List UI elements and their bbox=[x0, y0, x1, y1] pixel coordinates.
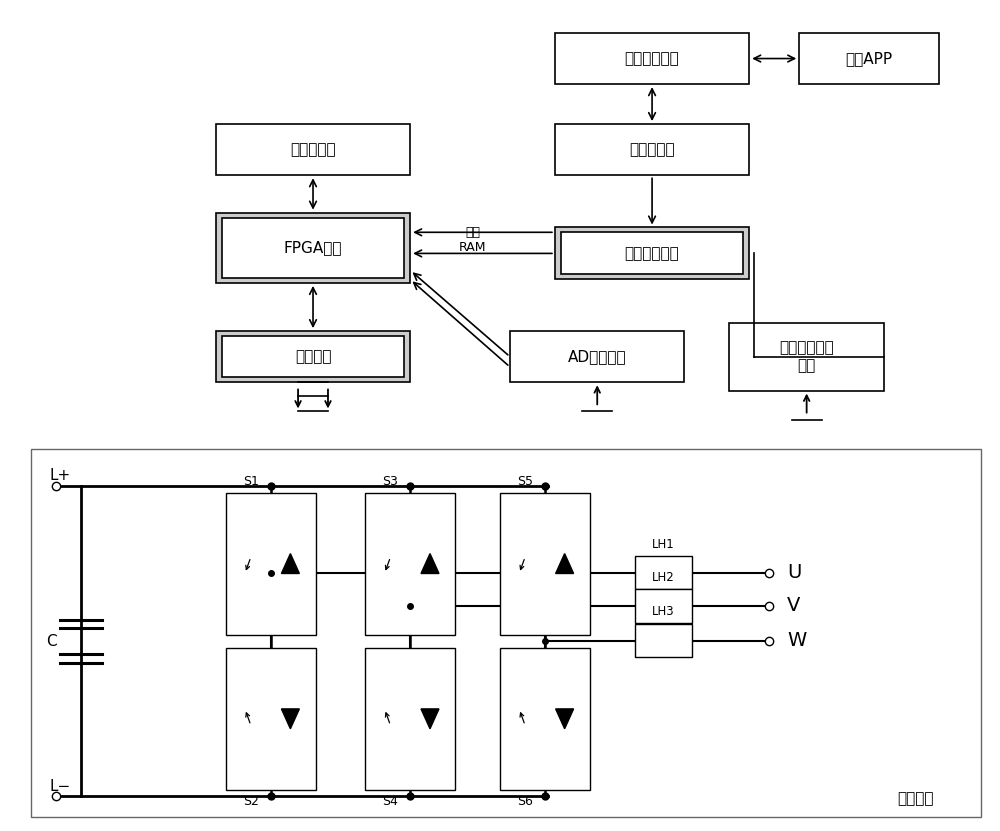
Polygon shape bbox=[556, 709, 574, 729]
Text: 以太网接口: 以太网接口 bbox=[629, 142, 675, 157]
Bar bbox=[555, 228, 749, 279]
Text: S5: S5 bbox=[517, 475, 533, 488]
Text: S4: S4 bbox=[383, 794, 398, 808]
Text: 手机APP: 手机APP bbox=[845, 51, 893, 66]
Text: U: U bbox=[787, 563, 802, 583]
Text: L−: L− bbox=[49, 779, 71, 794]
Bar bbox=[226, 648, 316, 789]
Bar bbox=[635, 556, 692, 589]
Text: 以太网控制器: 以太网控制器 bbox=[625, 246, 679, 261]
Text: LH1: LH1 bbox=[652, 538, 675, 550]
Bar bbox=[365, 648, 455, 789]
Text: LH2: LH2 bbox=[652, 571, 675, 583]
Bar bbox=[555, 124, 749, 175]
Text: 互联网服务器: 互联网服务器 bbox=[625, 51, 679, 66]
Text: S1: S1 bbox=[243, 475, 259, 488]
Bar bbox=[555, 33, 749, 84]
Polygon shape bbox=[421, 553, 439, 573]
Bar bbox=[222, 336, 404, 377]
Text: FPGA芯片: FPGA芯片 bbox=[284, 240, 342, 255]
Bar bbox=[216, 331, 410, 382]
Text: L+: L+ bbox=[49, 469, 71, 484]
Bar bbox=[500, 493, 590, 635]
Bar bbox=[561, 233, 743, 274]
Text: S6: S6 bbox=[517, 794, 533, 808]
Bar bbox=[222, 218, 404, 278]
Text: S2: S2 bbox=[243, 794, 259, 808]
Text: 双口: 双口 bbox=[465, 226, 480, 238]
Bar bbox=[510, 331, 684, 382]
Text: AD采样芯片: AD采样芯片 bbox=[568, 349, 627, 364]
Bar bbox=[561, 233, 743, 274]
Bar bbox=[500, 648, 590, 789]
Bar bbox=[222, 218, 404, 278]
Text: C: C bbox=[46, 634, 57, 649]
Polygon shape bbox=[421, 709, 439, 729]
Text: 变流器接口: 变流器接口 bbox=[290, 142, 336, 157]
Bar bbox=[365, 493, 455, 635]
Bar bbox=[226, 493, 316, 635]
Text: V: V bbox=[787, 597, 801, 616]
Bar bbox=[216, 124, 410, 175]
Bar bbox=[799, 33, 939, 84]
Text: 数字信号采样
模块: 数字信号采样 模块 bbox=[779, 341, 834, 373]
Text: LH3: LH3 bbox=[652, 606, 675, 618]
Bar bbox=[635, 589, 692, 622]
Bar bbox=[216, 213, 410, 283]
Polygon shape bbox=[281, 553, 299, 573]
Polygon shape bbox=[556, 553, 574, 573]
Bar bbox=[222, 336, 404, 377]
Polygon shape bbox=[281, 709, 299, 729]
Text: W: W bbox=[787, 632, 806, 651]
Bar bbox=[729, 322, 884, 391]
Bar bbox=[31, 449, 981, 817]
Text: S3: S3 bbox=[383, 475, 398, 488]
Text: 驱动电路: 驱动电路 bbox=[295, 349, 331, 364]
Bar bbox=[635, 624, 692, 657]
Text: 功率部分: 功率部分 bbox=[898, 791, 934, 806]
Text: RAM: RAM bbox=[459, 241, 486, 254]
